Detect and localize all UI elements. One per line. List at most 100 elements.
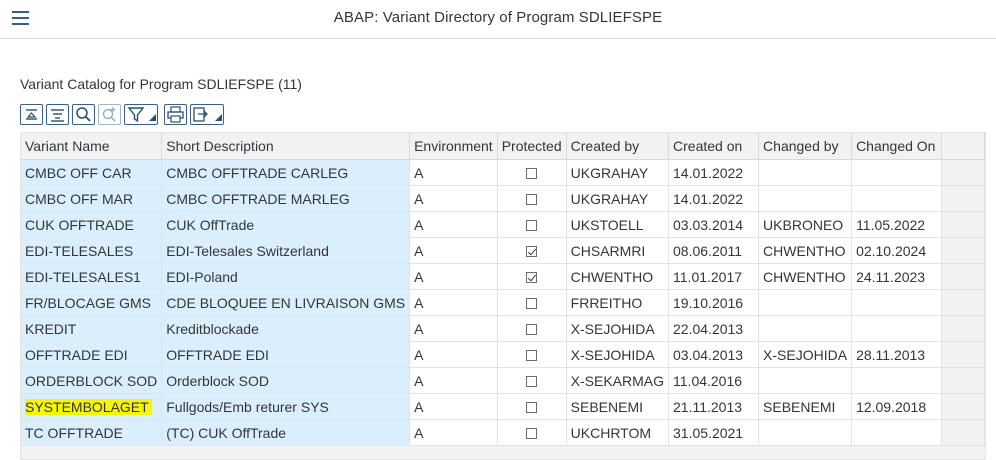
cell-protected[interactable] <box>497 341 567 368</box>
cell-changed-by[interactable] <box>758 367 853 394</box>
table-row[interactable]: CMBC OFF MAR CMBC OFFTRADE MARLEG A UKGRAHA… <box>21 185 985 212</box>
cell-short-description[interactable]: EDI-Poland <box>161 263 411 290</box>
cell-environment[interactable]: A <box>409 159 498 186</box>
cell-variant-name[interactable]: TC OFFTRADE <box>21 419 163 446</box>
table-row[interactable]: OFFTRADE EDI OFFTRADE EDI A X-SEJOHIDA 03.04… <box>21 341 985 368</box>
cell-short-description[interactable]: Fullgods/Emb returer SYS <box>161 393 411 420</box>
filter-list-button[interactable] <box>46 104 69 125</box>
cell-changed-by[interactable] <box>758 419 853 446</box>
cell-created-by[interactable]: UKSTOELL <box>566 211 670 238</box>
cell-created-by[interactable]: CHSARMRI <box>566 237 670 264</box>
cell-changed-on[interactable]: 02.10.2024 <box>851 237 943 264</box>
cell-changed-by[interactable]: CHWENTHO <box>758 263 853 290</box>
table-row[interactable]: KREDIT Kreditblockade A X-SEJOHIDA 22.04.201… <box>21 315 985 342</box>
print-button[interactable] <box>164 104 187 125</box>
cell-changed-by[interactable] <box>758 289 853 316</box>
cell-short-description[interactable]: CDE BLOQUEE EN LIVRAISON GMS <box>161 289 411 316</box>
table-row[interactable]: TC OFFTRADE (TC) CUK OffTrade A UKCHRTOM 31.… <box>21 419 985 446</box>
cell-changed-on[interactable] <box>851 419 943 446</box>
cell-protected[interactable] <box>497 185 567 212</box>
filter-dropdown-button[interactable] <box>124 104 158 125</box>
cell-protected[interactable] <box>497 211 567 238</box>
cell-variant-name[interactable]: KREDIT <box>21 315 163 342</box>
cell-protected[interactable] <box>497 237 567 264</box>
cell-created-by[interactable]: X-SEJOHIDA <box>566 315 670 342</box>
cell-short-description[interactable]: (TC) CUK OffTrade <box>161 419 411 446</box>
cell-variant-name[interactable]: CUK OFFTRADE <box>21 211 163 238</box>
find-button[interactable] <box>72 104 95 125</box>
find-next-button[interactable] <box>98 104 121 125</box>
cell-created-on[interactable]: 14.01.2022 <box>668 185 760 212</box>
cell-environment[interactable]: A <box>409 419 498 446</box>
table-row[interactable]: CMBC OFF CAR CMBC OFFTRADE CARLEG A UKGRAHA… <box>21 159 985 186</box>
cell-changed-by[interactable]: X-SEJOHIDA <box>758 341 853 368</box>
cell-environment[interactable]: A <box>409 315 498 342</box>
cell-short-description[interactable]: Orderblock SOD <box>161 367 411 394</box>
cell-changed-by[interactable]: SEBENEMI <box>758 393 853 420</box>
cell-created-by[interactable]: X-SEKARMAG <box>566 367 670 394</box>
cell-short-description[interactable]: CMBC OFFTRADE CARLEG <box>161 159 411 186</box>
cell-short-description[interactable]: CUK OffTrade <box>161 211 411 238</box>
cell-environment[interactable]: A <box>409 237 498 264</box>
cell-changed-on[interactable] <box>851 185 943 212</box>
cell-created-on[interactable]: 11.01.2017 <box>668 263 760 290</box>
cell-protected[interactable] <box>497 289 567 316</box>
cell-created-on[interactable]: 14.01.2022 <box>668 159 760 186</box>
cell-changed-by[interactable] <box>758 159 853 186</box>
cell-variant-name[interactable]: ORDERBLOCK SOD <box>21 367 163 394</box>
cell-changed-by[interactable] <box>758 315 853 342</box>
cell-protected[interactable] <box>497 419 567 446</box>
cell-variant-name[interactable]: CMBC OFF CAR <box>21 159 163 186</box>
cell-changed-on[interactable]: 12.09.2018 <box>851 393 943 420</box>
cell-changed-on[interactable] <box>851 367 943 394</box>
cell-protected[interactable] <box>497 393 567 420</box>
cell-created-by[interactable]: UKCHRTOM <box>566 419 670 446</box>
cell-changed-on[interactable] <box>851 315 943 342</box>
align-top-button[interactable] <box>20 104 43 125</box>
cell-changed-on[interactable]: 24.11.2023 <box>851 263 943 290</box>
cell-changed-on[interactable] <box>851 159 943 186</box>
cell-short-description[interactable]: Kreditblockade <box>161 315 411 342</box>
table-row[interactable]: FR/BLOCAGE GMS CDE BLOQUEE EN LIVRAISON G… <box>21 289 985 316</box>
cell-created-on[interactable]: 03.04.2013 <box>668 341 760 368</box>
export-dropdown-button[interactable] <box>190 104 224 125</box>
cell-changed-on[interactable] <box>851 289 943 316</box>
cell-environment[interactable]: A <box>409 341 498 368</box>
cell-short-description[interactable]: EDI-Telesales Switzerland <box>161 237 411 264</box>
cell-environment[interactable]: A <box>409 185 498 212</box>
table-row[interactable]: EDI-TELESALES1 EDI-Poland A CHWENTHO 11.01.2… <box>21 263 985 290</box>
table-row[interactable]: ORDERBLOCK SOD Orderblock SOD A X-SEKARMAG 1… <box>21 367 985 394</box>
cell-created-on[interactable]: 31.05.2021 <box>668 419 760 446</box>
cell-created-on[interactable]: 19.10.2016 <box>668 289 760 316</box>
table-row[interactable]: CUK OFFTRADE CUK OffTrade A UKSTOELL 03.03.2… <box>21 211 985 238</box>
cell-created-on[interactable]: 21.11.2013 <box>668 393 760 420</box>
cell-environment[interactable]: A <box>409 367 498 394</box>
hamburger-menu-icon[interactable] <box>12 11 29 25</box>
cell-created-by[interactable]: FRREITHO <box>566 289 670 316</box>
cell-variant-name[interactable]: EDI-TELESALES <box>21 237 163 264</box>
cell-created-by[interactable]: UKGRAHAY <box>566 185 670 212</box>
cell-variant-name[interactable]: SYSTEMBOLAGET <box>21 393 163 420</box>
column-header-created-by[interactable]: Created by <box>566 133 670 160</box>
column-header-variant-name[interactable]: Variant Name <box>21 133 163 160</box>
cell-changed-by[interactable]: CHWENTHO <box>758 237 853 264</box>
cell-variant-name[interactable]: FR/BLOCAGE GMS <box>21 289 163 316</box>
cell-created-by[interactable]: X-SEJOHIDA <box>566 341 670 368</box>
column-header-short-description[interactable]: Short Description <box>161 133 411 160</box>
cell-created-on[interactable]: 08.06.2011 <box>668 237 760 264</box>
column-header-created-on[interactable]: Created on <box>668 133 760 160</box>
cell-protected[interactable] <box>497 315 567 342</box>
cell-short-description[interactable]: OFFTRADE EDI <box>161 341 411 368</box>
cell-protected[interactable] <box>497 263 567 290</box>
column-header-changed-on[interactable]: Changed On <box>851 133 943 160</box>
cell-changed-by[interactable] <box>758 185 853 212</box>
cell-variant-name[interactable]: CMBC OFF MAR <box>21 185 163 212</box>
cell-changed-on[interactable]: 28.11.2013 <box>851 341 943 368</box>
cell-created-by[interactable]: UKGRAHAY <box>566 159 670 186</box>
cell-environment[interactable]: A <box>409 289 498 316</box>
column-header-protected[interactable]: Protected <box>497 133 567 160</box>
cell-environment[interactable]: A <box>409 211 498 238</box>
cell-created-by[interactable]: SEBENEMI <box>566 393 670 420</box>
cell-changed-on[interactable]: 11.05.2022 <box>851 211 943 238</box>
cell-protected[interactable] <box>497 159 567 186</box>
